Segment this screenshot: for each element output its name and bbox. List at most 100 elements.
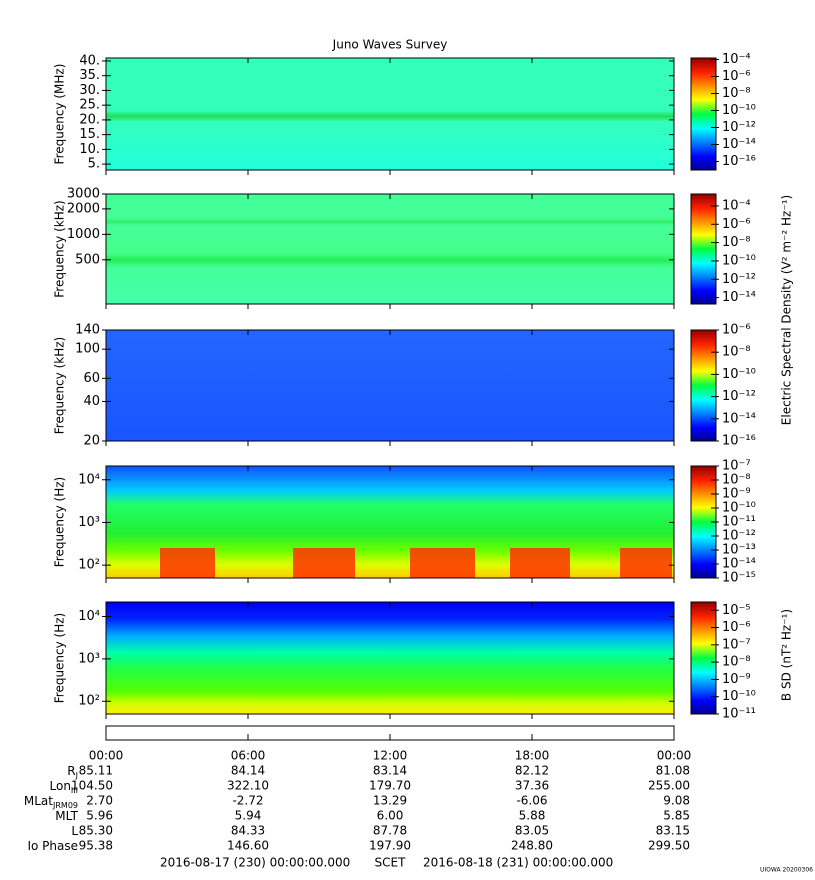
row-value: 83.14 <box>373 764 407 778</box>
colorbar-tick-label: 10⁻¹¹ <box>722 707 756 722</box>
y-axis-label: Frequency (MHz) <box>53 64 67 165</box>
row-value: -2.72 <box>232 794 263 808</box>
row-label-text: MLT <box>55 809 78 823</box>
row-value: 5.88 <box>519 809 546 823</box>
row-value: 87.78 <box>373 824 407 838</box>
y-tick-label: 3000 <box>67 187 100 202</box>
y-tick-label: 140 <box>75 323 100 338</box>
colorbar-tick-label: 10⁻¹⁴ <box>722 411 756 426</box>
row-value: 146.60 <box>227 839 269 853</box>
colorbar-tick-label: 10⁻¹⁶ <box>722 154 756 169</box>
row-value: 255.00 <box>648 779 690 793</box>
row-value: 5.85 <box>663 809 690 823</box>
colorbar-tick-label: 10⁻⁵ <box>722 603 751 618</box>
colorbar-tick-label: 10⁻¹⁵ <box>722 571 756 586</box>
y-tick-label: 2000 <box>67 201 100 216</box>
spectral-feature <box>410 548 475 578</box>
row-label: LonIII <box>50 779 79 795</box>
row-value: -6.06 <box>516 794 547 808</box>
row-value: 2.70 <box>86 794 113 808</box>
x-tick-label: 00:00 <box>657 749 692 763</box>
row-value: 5.94 <box>235 809 262 823</box>
colorbar-tick-label: 10⁻⁷ <box>722 637 751 652</box>
stamp: UIOWA 20200306 <box>760 867 813 874</box>
row-value: 37.36 <box>515 779 549 793</box>
colorbar-tick-label: 10⁻¹² <box>722 272 756 287</box>
row-value: 85.30 <box>79 824 113 838</box>
frame: SCET <box>375 856 407 870</box>
colorbar <box>690 57 717 171</box>
y-tick-label: 10² <box>78 558 100 573</box>
row-value: 5.96 <box>86 809 113 823</box>
colorbar-tick-label: 10⁻⁸ <box>722 345 751 360</box>
row-label-sub: JRM09 <box>52 801 78 810</box>
row-value: 179.70 <box>369 779 411 793</box>
colorbar-tick-label: 10⁻¹⁴ <box>722 290 756 305</box>
colorbar-tick-label: 10⁻¹² <box>722 529 756 544</box>
colorbar-tick-label: 10⁻⁹ <box>722 672 751 687</box>
row-value: 83.15 <box>656 824 690 838</box>
plot-layer: 5.10.15.20.25.30.35.40. Frequency (MHz) 10… <box>24 52 794 853</box>
colorbar-tick-label: 10⁻¹⁴ <box>722 137 756 152</box>
row-label: Io Phase <box>27 839 78 853</box>
colorbar-tick-label: 10⁻⁶ <box>722 323 751 338</box>
colorbar-tick-label: 10⁻⁴ <box>722 198 751 213</box>
title: Juno Waves Survey <box>332 38 448 52</box>
row-value: 13.29 <box>373 794 407 808</box>
y-axis-label: Frequency (kHz) <box>53 200 67 297</box>
colorbar-tick-label: 10⁻⁶ <box>722 620 751 635</box>
row-value: 84.33 <box>231 824 265 838</box>
x-tick-label: 00:00 <box>89 749 124 763</box>
row-value: 248.80 <box>511 839 553 853</box>
spectrogram-image <box>106 194 674 304</box>
y-tick-label: 10² <box>78 694 100 709</box>
spectrogram-image <box>106 602 674 714</box>
x-tick-label: 12:00 <box>373 749 408 763</box>
y-tick-label: 60 <box>83 371 100 386</box>
colorbar-tick-label: 10⁻¹⁰ <box>722 689 756 704</box>
colorbar-tick-label: 10⁻¹¹ <box>722 515 756 530</box>
colorbar-label: B SD (nT² Hz⁻¹) <box>780 609 794 701</box>
row-value: 322.10 <box>227 779 269 793</box>
y-tick-label: 10⁴ <box>78 472 100 487</box>
colorbar-tick-label: 10⁻⁶ <box>722 217 751 232</box>
row-value: 82.12 <box>515 764 549 778</box>
y-tick-label: 30. <box>79 83 100 98</box>
y-axis-label: Frequency (kHz) <box>53 337 67 434</box>
colorbar-tick-label: 10⁻⁸ <box>722 235 751 250</box>
colorbar-tick-label: 10⁻¹⁰ <box>722 103 756 118</box>
colorbar-tick-label: 10⁻⁸ <box>722 473 751 488</box>
spectral-feature <box>510 548 570 578</box>
row-value: 85.11 <box>79 764 113 778</box>
spectrogram-image <box>106 330 674 441</box>
x-tick-label: 06:00 <box>231 749 266 763</box>
row-label: RJ <box>67 764 78 780</box>
spectrogram-image <box>106 58 674 170</box>
colorbar-tick-label: 10⁻⁹ <box>722 487 751 502</box>
colorbar <box>690 601 717 715</box>
colorbar-tick-label: 10⁻¹⁰ <box>722 367 756 382</box>
x-tick-label: 18:00 <box>515 749 550 763</box>
y-tick-label: 500 <box>75 252 100 267</box>
y-tick-label: 15. <box>79 127 100 142</box>
colorbar-tick-label: 10⁻¹² <box>722 120 756 135</box>
time-axis-box <box>105 725 675 741</box>
colorbar-label: Electric Spectral Density (V² m⁻² Hz⁻¹) <box>780 195 794 425</box>
y-tick-label: 10³ <box>78 651 100 666</box>
y-tick-label: 10⁴ <box>78 609 100 624</box>
colorbar-tick-label: 10⁻⁸ <box>722 655 751 670</box>
colorbar-tick-label: 10⁻¹⁶ <box>722 434 756 449</box>
y-tick-label: 40. <box>79 53 100 68</box>
y-tick-label: 20 <box>83 434 100 449</box>
row-label-sub: III <box>71 786 78 795</box>
row-value: 81.08 <box>656 764 690 778</box>
row-value: 83.05 <box>515 824 549 838</box>
colorbar-tick-label: 10⁻¹⁰ <box>722 501 756 516</box>
y-tick-label: 10³ <box>78 515 100 530</box>
colorbar-tick-label: 10⁻¹⁴ <box>722 557 756 572</box>
y-axis-label: Frequency (Hz) <box>53 477 67 568</box>
colorbar-tick-label: 10⁻⁶ <box>722 69 751 84</box>
end-time: 2016-08-18 (231) 00:00:00.000 <box>423 856 613 870</box>
row-label-sub: J <box>75 771 78 780</box>
